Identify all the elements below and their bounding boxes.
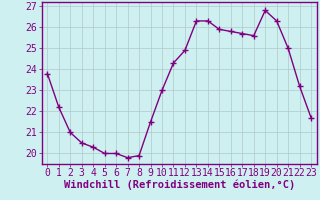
- X-axis label: Windchill (Refroidissement éolien,°C): Windchill (Refroidissement éolien,°C): [64, 180, 295, 190]
